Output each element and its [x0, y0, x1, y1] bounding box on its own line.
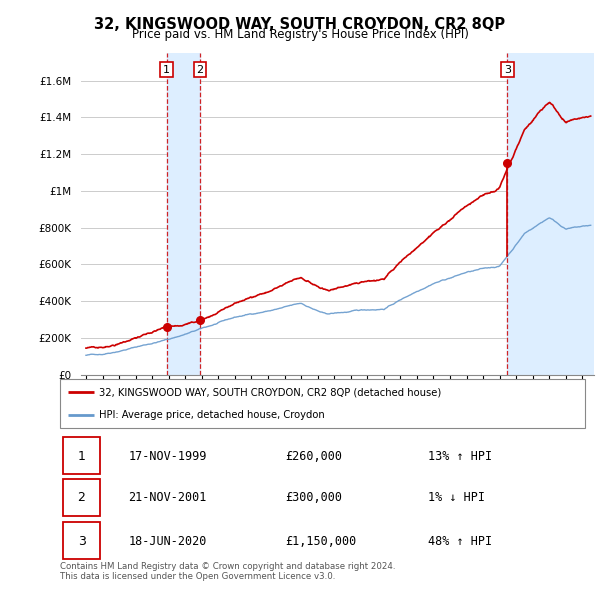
Text: 32, KINGSWOOD WAY, SOUTH CROYDON, CR2 8QP: 32, KINGSWOOD WAY, SOUTH CROYDON, CR2 8Q… — [94, 17, 506, 31]
Text: Contains HM Land Registry data © Crown copyright and database right 2024.
This d: Contains HM Land Registry data © Crown c… — [60, 562, 395, 581]
FancyBboxPatch shape — [60, 379, 585, 428]
Text: 21-NOV-2001: 21-NOV-2001 — [128, 491, 206, 504]
Text: 2: 2 — [77, 491, 85, 504]
Text: 1: 1 — [163, 65, 170, 75]
Text: 17-NOV-1999: 17-NOV-1999 — [128, 450, 206, 463]
Text: 2: 2 — [196, 65, 203, 75]
Text: £300,000: £300,000 — [286, 491, 343, 504]
Text: 48% ↑ HPI: 48% ↑ HPI — [427, 535, 491, 548]
Text: 1% ↓ HPI: 1% ↓ HPI — [427, 491, 485, 504]
Text: Price paid vs. HM Land Registry's House Price Index (HPI): Price paid vs. HM Land Registry's House … — [131, 28, 469, 41]
Text: 3: 3 — [504, 65, 511, 75]
Text: £260,000: £260,000 — [286, 450, 343, 463]
Text: £1,150,000: £1,150,000 — [286, 535, 357, 548]
FancyBboxPatch shape — [62, 479, 100, 516]
Text: HPI: Average price, detached house, Croydon: HPI: Average price, detached house, Croy… — [100, 409, 325, 419]
Bar — [507, 53, 594, 375]
Text: 1: 1 — [77, 450, 85, 463]
Text: 18-JUN-2020: 18-JUN-2020 — [128, 535, 206, 548]
Text: 13% ↑ HPI: 13% ↑ HPI — [427, 450, 491, 463]
FancyBboxPatch shape — [62, 437, 100, 474]
Bar — [167, 53, 200, 375]
Text: 3: 3 — [77, 535, 85, 548]
FancyBboxPatch shape — [62, 522, 100, 559]
Text: 32, KINGSWOOD WAY, SOUTH CROYDON, CR2 8QP (detached house): 32, KINGSWOOD WAY, SOUTH CROYDON, CR2 8Q… — [100, 388, 442, 398]
